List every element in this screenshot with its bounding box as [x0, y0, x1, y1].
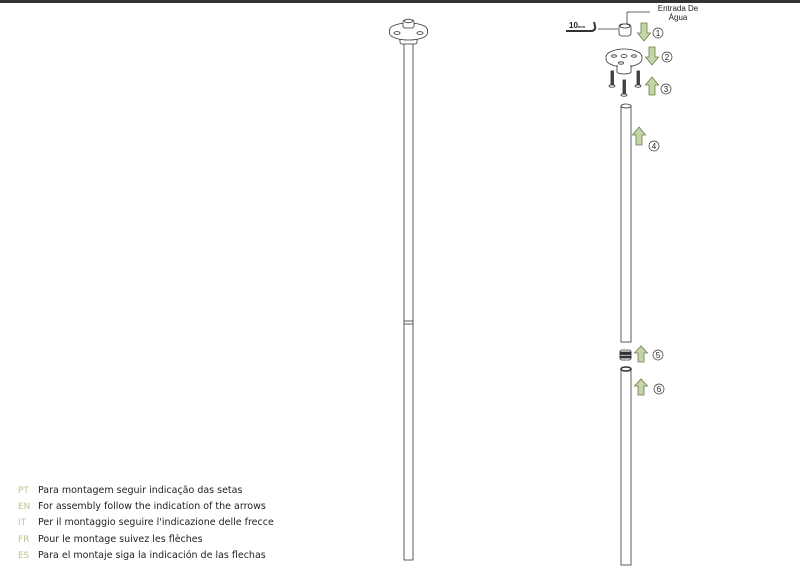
step-6-circle: [653, 383, 665, 395]
arrow-down-icon: [644, 46, 660, 66]
step-1: 1: [656, 29, 661, 38]
exploded-view: [566, 11, 650, 566]
rod-body: [403, 39, 414, 561]
assembly-instructions: PT Para montagem seguir indicação das set…: [18, 483, 274, 564]
step-6: 6: [657, 385, 662, 394]
step-5-circle: [652, 349, 664, 361]
arrow-up-icon: [633, 378, 649, 396]
screws: [608, 70, 642, 97]
step-4: 4: [652, 142, 657, 151]
arrow-down-icon: [636, 22, 652, 42]
instruction-pt: PT Para montagem seguir indicação das set…: [18, 485, 243, 496]
key-size-label: 10mm: [569, 21, 585, 30]
connector: [619, 349, 632, 361]
assembled-rod: [389, 18, 428, 561]
upper-rod: [620, 105, 632, 343]
step-3: 3: [664, 85, 669, 94]
step-4-circle: [648, 140, 660, 152]
arrow-up-icon: [631, 126, 647, 146]
step-5: 5: [656, 351, 661, 360]
instruction-en: EN For assembly follow the indication of …: [18, 501, 266, 513]
instruction-fr: FR Pour le montage suivez les flèches: [18, 533, 203, 545]
step-3-circle: [660, 83, 672, 95]
step-2: 2: [665, 53, 670, 62]
arrows: [631, 22, 660, 396]
water-inlet-label: Entrada De Água: [657, 4, 699, 22]
step-2-circle: [661, 51, 673, 63]
allen-key: [566, 21, 597, 32]
top-border: [0, 0, 800, 3]
instruction-es: ES Para el montaje siga la indicación de …: [18, 549, 266, 561]
lower-rod: [620, 368, 632, 566]
arrow-up-icon: [644, 76, 660, 96]
instruction-it: IT Per il montaggio seguire l'indicazione…: [18, 517, 274, 529]
arrow-up-icon: [633, 345, 649, 363]
step-1-circle: [652, 27, 664, 39]
